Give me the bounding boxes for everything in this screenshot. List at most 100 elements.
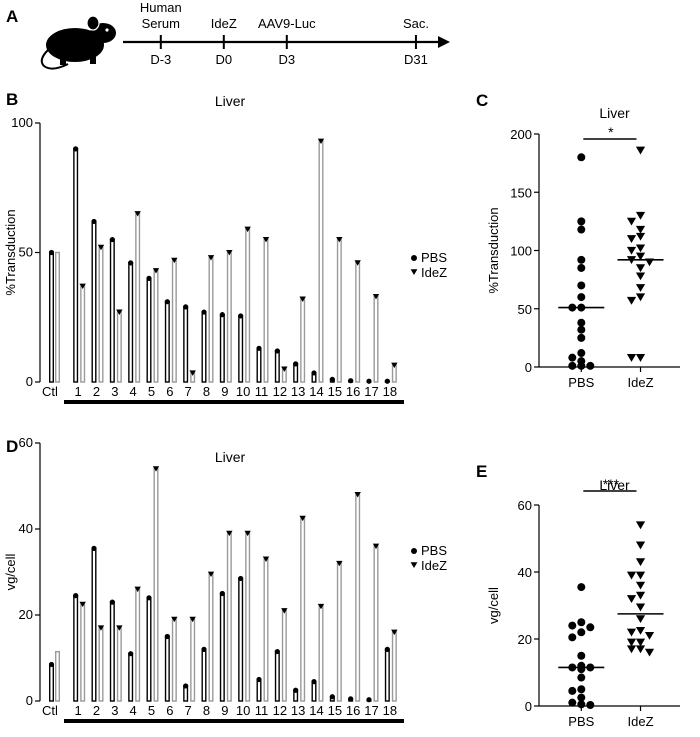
x-tick-label: 8 (203, 703, 210, 718)
bar-idez (300, 517, 306, 702)
legend-label-pbs: PBS (421, 250, 447, 265)
x-tick-label: 13 (291, 384, 305, 399)
bar-idez (355, 262, 361, 383)
bar-idez (116, 627, 122, 702)
point-idez (635, 541, 646, 550)
x-tick-label: 10 (236, 703, 250, 718)
y-tick-label: 0 (525, 699, 532, 714)
point-idez (635, 603, 646, 612)
point-idez (626, 217, 637, 226)
bar-marker-idez (134, 211, 141, 217)
bar-marker-pbs (164, 633, 170, 640)
x-tick-label: 6 (166, 703, 173, 718)
point-pbs (577, 583, 586, 592)
bar-marker-idez (152, 268, 160, 274)
point-idez (626, 571, 637, 580)
point-pbs (568, 633, 577, 642)
bar-idez (373, 545, 379, 702)
bar-marker-idez (281, 608, 288, 614)
bar-marker-idez (372, 293, 380, 300)
bar-pbs (384, 648, 390, 702)
x-tick-label: 4 (130, 703, 137, 718)
point-idez (635, 638, 646, 647)
bar-marker-idez (262, 556, 270, 562)
x-tick-label: 2 (93, 384, 100, 399)
bar-idez (80, 285, 86, 383)
point-idez (635, 252, 646, 261)
point-pbs (568, 686, 577, 695)
x-tick-label: 17 (364, 384, 378, 399)
point-idez (635, 521, 646, 530)
point-idez (626, 246, 637, 255)
x-tick-label: 5 (148, 703, 155, 718)
bar-marker-idez (244, 530, 251, 537)
bar-marker-pbs (201, 646, 207, 653)
point-pbs (577, 665, 586, 674)
bar-pbs (219, 313, 225, 383)
bar-pbs (274, 650, 280, 702)
bar-marker-idez (262, 236, 270, 243)
x-tick-label: 12 (273, 384, 287, 399)
panel-c: C Liver 0 50 100 150 200 %Transduction PBS IdeZ * (476, 91, 680, 390)
x-tick-label: 15 (328, 703, 342, 718)
point-pbs (577, 225, 586, 234)
point-pbs (577, 325, 586, 334)
bar-marker-pbs (293, 687, 299, 693)
point-idez (626, 595, 637, 603)
bar-pbs (164, 635, 170, 702)
point-pbs (586, 361, 595, 370)
bar-marker-idez (317, 603, 325, 610)
point-pbs (568, 361, 577, 370)
bar-idez (226, 532, 232, 702)
bar-marker-idez (391, 362, 398, 369)
timeline-day-label: D-3 (150, 52, 171, 67)
bar-pbs (146, 597, 152, 702)
y-tick-label: 100 (11, 115, 33, 130)
bar-marker-idez (317, 138, 325, 145)
bar-marker-idez (207, 571, 215, 578)
x-tick-label: 11 (255, 703, 269, 718)
bar-marker-pbs (274, 348, 280, 354)
bar-marker-pbs (348, 378, 354, 384)
x-tick-label: 5 (148, 384, 155, 399)
bar-marker-idez (244, 226, 251, 233)
mouse-icon (40, 15, 116, 70)
x-tick-label: IdeZ (628, 375, 654, 390)
bar-pbs (183, 306, 189, 383)
bar-pbs (128, 653, 134, 702)
point-idez (635, 264, 646, 273)
point-idez (635, 293, 646, 302)
y-tick-label: 40 (518, 565, 532, 580)
bar-marker-idez (189, 370, 196, 376)
bar-idez (98, 627, 104, 702)
bar-marker-idez (336, 560, 343, 567)
bar-pbs (238, 577, 244, 702)
point-pbs (577, 651, 586, 660)
x-tick-label: 11 (255, 384, 269, 399)
point-pbs (577, 255, 586, 264)
bar-pbs (219, 592, 225, 702)
bar-pbs (256, 347, 262, 383)
bar-idez (300, 298, 306, 383)
bar-idez (190, 618, 196, 702)
timeline-arrowhead (438, 36, 450, 48)
bar-marker-idez (189, 616, 196, 623)
bar-marker-idez (226, 530, 233, 537)
point-idez (635, 211, 646, 220)
bar-marker-pbs (128, 651, 134, 657)
point-idez (635, 354, 646, 362)
point-pbs (568, 698, 577, 707)
bar-marker-idez (97, 244, 105, 251)
point-pbs (568, 353, 577, 362)
bar-marker-pbs (183, 683, 189, 689)
bar-marker-idez (226, 249, 233, 256)
bar-control (55, 650, 61, 702)
y-tick-label: 200 (510, 127, 532, 142)
x-tick-label: 18 (383, 384, 397, 399)
bar-idez (281, 610, 287, 702)
legend-label-idez: IdeZ (421, 265, 447, 280)
point-pbs (568, 621, 577, 630)
